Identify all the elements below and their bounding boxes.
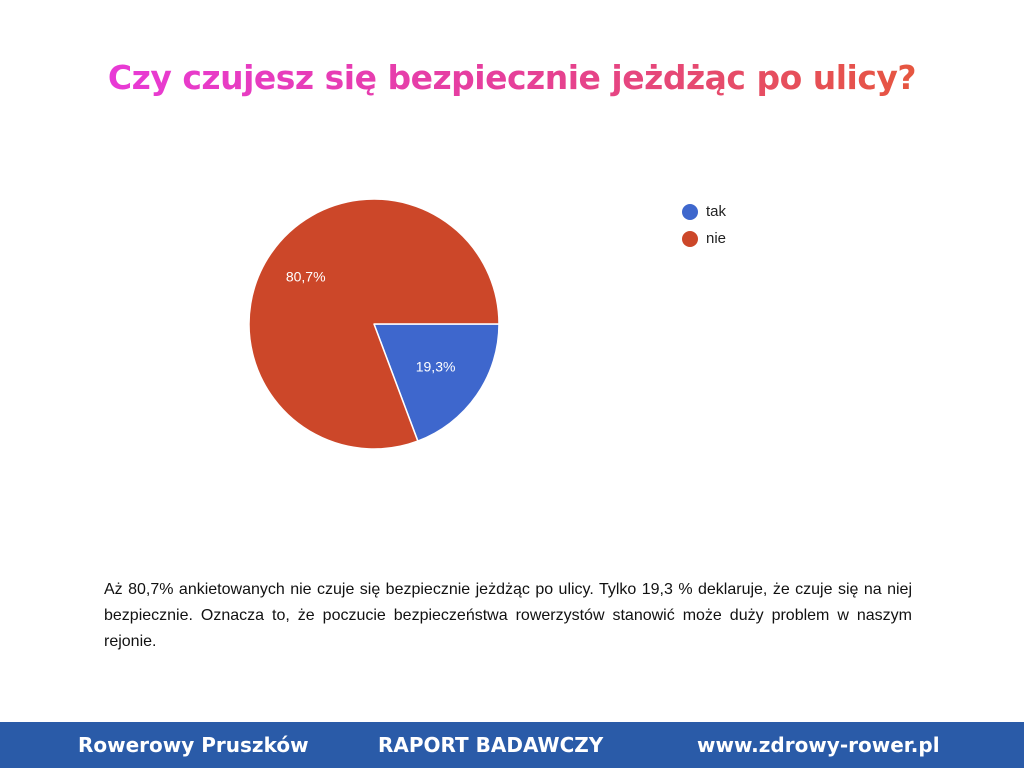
footer-report-label: RAPORT BADAWCZY — [378, 733, 604, 757]
legend-label-nie: nie — [706, 230, 727, 247]
footer-bar: Rowerowy Pruszków RAPORT BADAWCZY www.zd… — [0, 722, 1024, 768]
slide-title-text: Czy czujesz się bezpiecznie jeżdżąc po u… — [107, 58, 917, 97]
chart-legend: tak nie — [682, 198, 726, 252]
legend-item-nie: nie — [682, 225, 726, 252]
pie-slice-tak — [373, 323, 500, 442]
legend-label-tak: tak — [706, 203, 727, 220]
pie-label-nie: 80,7% — [286, 269, 326, 285]
legend-swatch-tak — [682, 203, 698, 220]
slide-title: Czy czujesz się bezpiecznie jeżdżąc po u… — [0, 54, 1024, 102]
legend-item-tak: tak — [682, 198, 726, 225]
footer-website-link[interactable]: www.zdrowy-rower.pl — [697, 733, 940, 757]
legend-swatch-nie — [682, 230, 698, 247]
description-text: Aż 80,7% ankietowanych nie czuje się bez… — [104, 581, 912, 650]
pie-label-tak: 19,3% — [416, 359, 456, 375]
footer-org-name: Rowerowy Pruszków — [78, 733, 309, 757]
pie-slice-nie — [248, 198, 500, 450]
